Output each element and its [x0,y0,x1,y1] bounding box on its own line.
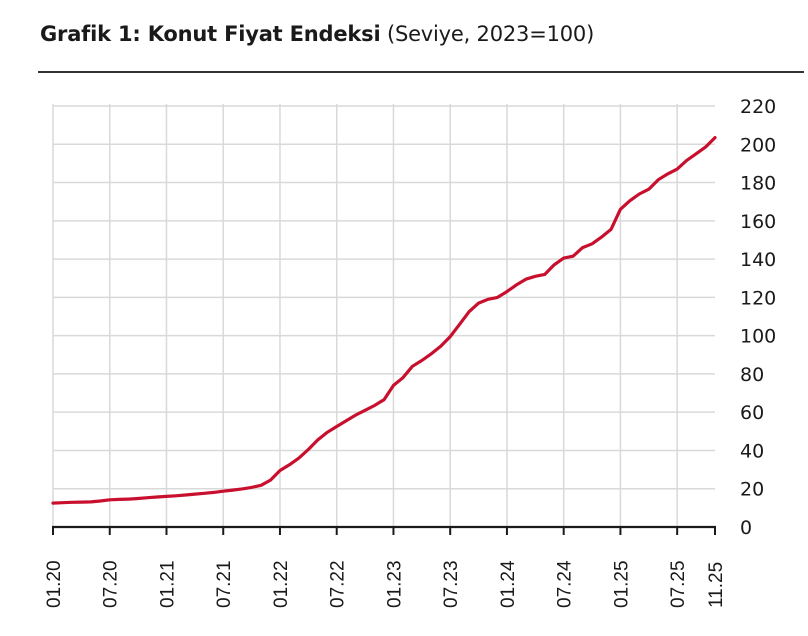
chart-title-subtitle: (Seviye, 2023=100) [386,22,595,46]
y-tick-label: 180 [740,173,776,195]
x-tick-label: 01.24 [498,560,519,608]
grid-lines [52,104,715,527]
y-tick-label: 80 [740,364,764,386]
y-tick-label: 140 [740,249,776,271]
x-tick-label: 01.21 [157,560,178,608]
x-tick-label: 11.25 [706,562,727,608]
y-tick-label: 40 [740,440,764,462]
y-tick-label: 200 [740,134,776,156]
x-tick-label: 01.25 [611,560,632,608]
y-tick-label: 0 [740,517,752,539]
y-tick-label: 220 [740,96,776,118]
x-tick-label: 07.21 [214,560,235,608]
series-line-konut-fiyat-endeksi [51,136,717,505]
axes [52,525,716,535]
y-tick-label: 100 [740,326,776,348]
y-axis-labels: 0 20 40 60 80 100 120 140 160 180 200 220 [740,96,776,539]
x-tick-label: 01.23 [384,560,405,608]
x-tick-label: 01.20 [44,560,65,608]
x-tick-label: 07.22 [328,560,349,608]
x-axis-labels: 01.20 07.20 01.21 07.21 01.22 07.22 01.23 07.23… [44,560,727,608]
x-tick-label: 07.24 [555,560,576,608]
title-divider [38,71,804,73]
y-tick-label: 160 [740,211,776,233]
x-tick-label: 07.20 [101,560,122,608]
y-tick-label: 60 [740,402,764,424]
y-tick-label: 20 [740,479,764,501]
chart-title-main: Grafik 1: Konut Fiyat Endeksi [40,22,381,46]
chart-title: Grafik 1: Konut Fiyat Endeksi (Seviye, 2… [40,22,594,46]
y-tick-label: 120 [740,287,776,309]
x-tick-label: 07.23 [441,560,462,608]
x-tick-label: 07.25 [668,560,689,608]
x-tick-label: 01.22 [271,560,292,608]
